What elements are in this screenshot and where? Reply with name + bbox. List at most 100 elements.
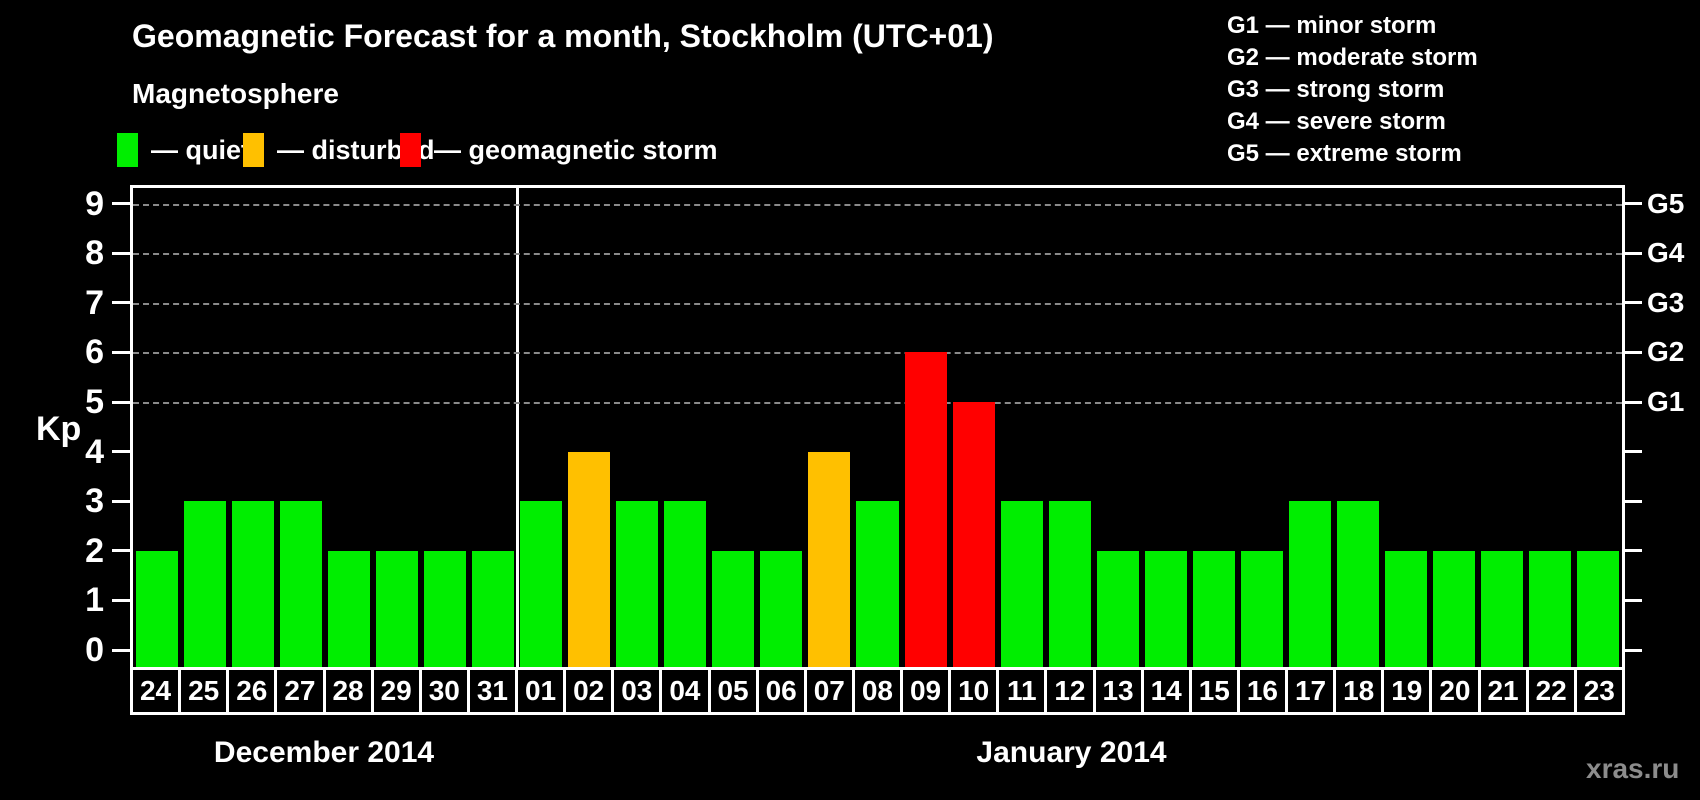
legend-swatch-storm-icon bbox=[400, 133, 421, 167]
g-scale-legend: G1 — minor storm G2 — moderate storm G3 — … bbox=[1227, 10, 1478, 170]
date-cell-17: 17 bbox=[1288, 670, 1337, 712]
y-axis-label-1: 1 bbox=[85, 581, 104, 620]
date-cell-30: 30 bbox=[422, 670, 470, 712]
y-axis-label-2: 2 bbox=[85, 531, 104, 570]
date-cell-02: 02 bbox=[566, 670, 615, 712]
gridline-kp7 bbox=[133, 302, 1622, 305]
date-cell-04: 04 bbox=[662, 670, 711, 712]
bar-day-15 bbox=[1192, 550, 1235, 667]
y-axis-label-6: 6 bbox=[85, 333, 104, 372]
bar-day-27 bbox=[280, 501, 323, 667]
date-cell-10: 10 bbox=[951, 670, 1000, 712]
bar-day-06 bbox=[760, 550, 803, 667]
bar-day-25 bbox=[184, 501, 227, 667]
y-axis-title: Kp bbox=[36, 410, 82, 448]
plot-area bbox=[130, 185, 1625, 667]
bar-day-02 bbox=[568, 451, 611, 667]
bar-day-10 bbox=[952, 402, 995, 667]
right-axis-label-g5: G5 bbox=[1647, 187, 1685, 219]
y-axis-label-0: 0 bbox=[85, 631, 104, 669]
date-cell-25: 25 bbox=[181, 670, 230, 712]
legend-label-quiet: — quiet bbox=[151, 134, 250, 165]
bar-day-21 bbox=[1480, 550, 1523, 667]
bar-day-30 bbox=[424, 550, 467, 667]
magnetosphere-legend: — quiet — disturbed — geomagnetic storm bbox=[117, 132, 817, 168]
date-cell-20: 20 bbox=[1432, 670, 1481, 712]
date-cell-15: 15 bbox=[1192, 670, 1240, 712]
bar-day-13 bbox=[1096, 550, 1139, 667]
y-axis-tick-right-6 bbox=[1624, 350, 1642, 354]
y-axis-label-3: 3 bbox=[85, 482, 104, 521]
date-cell-26: 26 bbox=[229, 670, 278, 712]
x-axis-date-row: 24 25 26 27 28 29 30 31 01 02 03 04 05 06 07 08 09 10 11 12… bbox=[130, 667, 1625, 715]
date-cell-22: 22 bbox=[1529, 670, 1577, 712]
right-axis-label-g3: G3 bbox=[1647, 286, 1685, 318]
watermark-text: xras.ru bbox=[1586, 753, 1680, 784]
legend-item-quiet: — quiet bbox=[117, 132, 250, 168]
bar-day-12 bbox=[1048, 501, 1091, 667]
date-cell-03: 03 bbox=[614, 670, 663, 712]
y-axis-tick-left-3 bbox=[112, 499, 130, 503]
y-axis-label-4: 4 bbox=[85, 432, 104, 471]
date-cell-23: 23 bbox=[1583, 675, 1615, 706]
bar-day-07 bbox=[808, 451, 851, 667]
legend-swatch-quiet-icon bbox=[117, 133, 138, 167]
chart-title: Geomagnetic Forecast for a month, Stockh… bbox=[132, 18, 994, 54]
y-axis-label-5: 5 bbox=[85, 383, 104, 421]
date-cell-11: 11 bbox=[999, 670, 1048, 712]
date-cell-12: 12 bbox=[1047, 670, 1096, 712]
legend-swatch-disturbed-icon bbox=[243, 133, 264, 167]
date-cell-07: 07 bbox=[807, 670, 855, 712]
bar-day-26 bbox=[232, 501, 275, 667]
date-cell-19: 19 bbox=[1384, 670, 1433, 712]
bar-day-20 bbox=[1432, 550, 1475, 667]
bar-day-28 bbox=[328, 550, 371, 667]
y-axis-tick-left-4 bbox=[112, 450, 130, 454]
date-cell-27: 27 bbox=[277, 670, 326, 712]
bar-day-01 bbox=[520, 501, 563, 667]
gridline-kp5 bbox=[133, 402, 1622, 404]
y-axis-tick-right-9 bbox=[1624, 202, 1642, 206]
date-cell-28: 28 bbox=[326, 670, 374, 712]
g-legend-line-g5: G5 — extreme storm bbox=[1227, 140, 1462, 167]
bar-day-29 bbox=[376, 550, 419, 667]
bar-day-11 bbox=[1000, 501, 1043, 667]
bar-day-31 bbox=[472, 550, 515, 667]
bar-day-08 bbox=[856, 501, 899, 667]
month-separator-line bbox=[515, 188, 519, 667]
bar-day-03 bbox=[616, 501, 659, 667]
bar-day-22 bbox=[1528, 550, 1571, 667]
date-cell-05: 05 bbox=[711, 670, 759, 712]
y-axis-label-7: 7 bbox=[85, 283, 104, 322]
bar-day-05 bbox=[712, 550, 755, 667]
y-axis-label-9: 9 bbox=[85, 184, 104, 223]
date-cell-21: 21 bbox=[1481, 670, 1529, 712]
bar-day-24 bbox=[136, 550, 179, 667]
y-axis-tick-right-8 bbox=[1624, 251, 1642, 255]
bar-day-09 bbox=[904, 352, 947, 667]
y-axis-tick-left-9 bbox=[112, 202, 130, 206]
month-label-january: January 2014 bbox=[976, 736, 1167, 769]
date-cell-18: 18 bbox=[1336, 670, 1385, 712]
y-axis-tick-left-1 bbox=[112, 598, 130, 602]
date-cell-06: 06 bbox=[759, 670, 807, 712]
date-cell-01: 01 bbox=[518, 670, 567, 712]
y-axis-tick-right-4 bbox=[1624, 450, 1642, 454]
bar-day-18 bbox=[1336, 501, 1379, 667]
y-axis-label-8: 8 bbox=[85, 234, 104, 273]
y-axis-tick-right-1 bbox=[1624, 598, 1642, 602]
y-axis-tick-left-2 bbox=[112, 549, 130, 553]
date-cell-14: 14 bbox=[1144, 670, 1192, 712]
right-axis-label-g2: G2 bbox=[1647, 336, 1685, 368]
bar-day-14 bbox=[1144, 550, 1187, 667]
magnetosphere-label: Magnetosphere bbox=[132, 78, 339, 109]
g-legend-line-g2: G2 — moderate storm bbox=[1227, 44, 1478, 71]
bar-day-16 bbox=[1240, 550, 1283, 667]
date-cell-16: 16 bbox=[1240, 670, 1288, 712]
gridline-kp8 bbox=[133, 253, 1622, 256]
bar-day-23 bbox=[1576, 550, 1619, 667]
y-axis-tick-right-3 bbox=[1624, 499, 1642, 503]
legend-label-storm: — geomagnetic storm bbox=[434, 134, 718, 165]
gridline-kp9 bbox=[133, 203, 1622, 206]
g-legend-line-g3: G3 — strong storm bbox=[1227, 76, 1445, 103]
